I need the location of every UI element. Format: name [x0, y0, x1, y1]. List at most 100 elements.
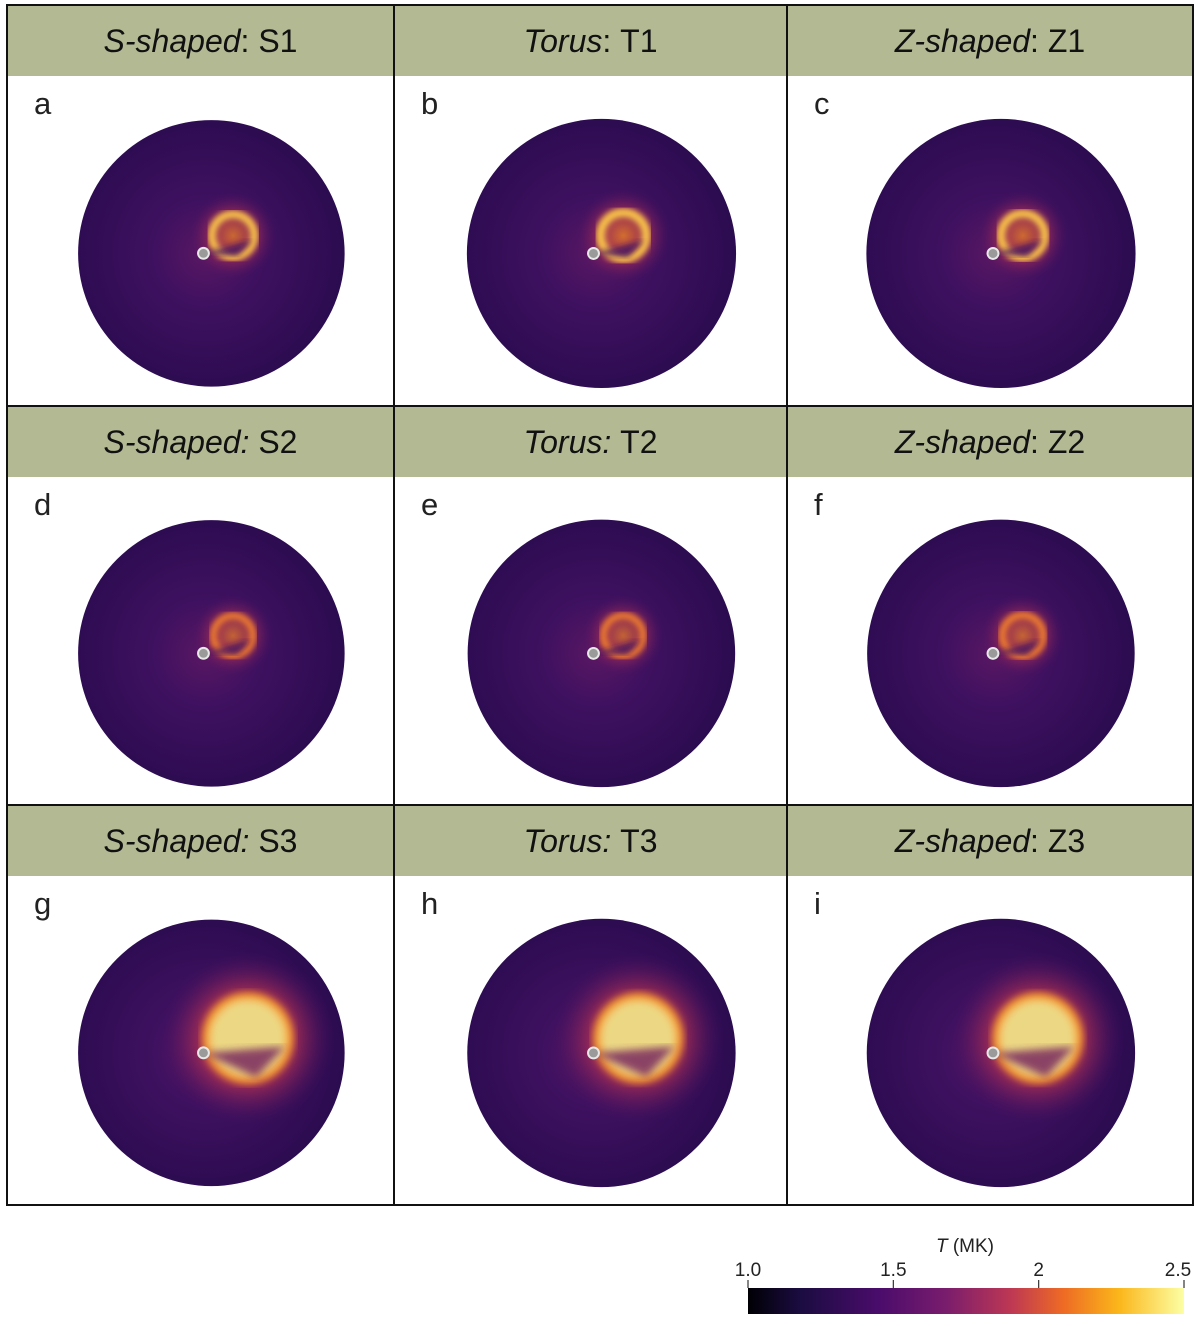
colorbar-tick-label: 2.5	[1165, 1260, 1191, 1281]
colorbar: T (MK) 1.0 1.5 2 2.5	[735, 1236, 1191, 1314]
cavity-wedge	[992, 239, 1043, 257]
panel-separator: :	[240, 22, 259, 59]
panel-h: Torus: T3 h	[395, 806, 788, 1204]
panel-letter: i	[814, 886, 821, 921]
star-icon	[587, 1046, 600, 1060]
colorbar-tick-label: 1.5	[880, 1260, 906, 1281]
panel-c: Z-shaped: Z1 c	[788, 6, 1192, 407]
panel-separator	[249, 424, 258, 461]
colorbar-tick-label: 2	[1033, 1260, 1044, 1281]
panel-b: Torus: T1 b	[395, 6, 788, 407]
panel-separator	[249, 823, 258, 860]
star-icon	[587, 646, 600, 660]
panel-letter: g	[34, 886, 52, 921]
colorbar-title: T (MK)	[936, 1236, 994, 1257]
panel-letter: d	[34, 487, 52, 522]
panel-shape-label: Torus:	[523, 423, 612, 460]
panel-separator	[611, 424, 620, 461]
star-icon	[197, 246, 210, 260]
figure-grid: S-shaped: S1 a Torus: T1 b Z-shaped: Z1 c S-sh…	[6, 4, 1194, 1206]
star-icon	[986, 246, 1000, 260]
panel-header: Z-shaped: Z3	[788, 806, 1192, 876]
panel-separator: :	[602, 22, 621, 59]
panel-g: S-shaped: S3 g	[8, 806, 395, 1204]
panel-separator: :	[1030, 22, 1048, 59]
cavity-wedge	[203, 239, 253, 256]
temperature-map	[78, 120, 345, 387]
flux-rope-ring	[595, 208, 651, 263]
panel-id-label: T1	[620, 22, 658, 59]
panel-letter: b	[421, 86, 439, 121]
panel-header: S-shaped: S2	[8, 407, 393, 477]
panel-header: S-shaped: S1	[8, 6, 393, 76]
panel-header: S-shaped: S3	[8, 806, 393, 876]
panel-header: Torus: T2	[395, 407, 786, 477]
heating-glow	[575, 187, 672, 284]
temperature-map	[867, 519, 1135, 788]
star-icon	[197, 1046, 210, 1060]
heating-glow	[581, 593, 665, 678]
star-icon	[197, 646, 210, 660]
panel-letter: e	[421, 487, 439, 522]
colorbar-tick-label: 1.0	[735, 1260, 761, 1281]
panel-shape-label: S-shaped	[103, 22, 241, 59]
panel-separator: :	[1030, 423, 1048, 460]
panel-id-label: T2	[620, 423, 658, 460]
panel-a: S-shaped: S1 a	[8, 6, 395, 407]
flux-rope-ring	[996, 209, 1050, 262]
cavity-wedge	[593, 639, 642, 655]
panel-shape-label: Z-shaped	[894, 423, 1031, 460]
temperature-map	[467, 519, 736, 788]
panel-letter: f	[814, 487, 823, 522]
heating-glow	[188, 190, 278, 281]
panel-e: Torus: T2 e	[395, 407, 788, 806]
cavity-wedge	[203, 1046, 286, 1078]
panel-id-label: Z2	[1047, 423, 1086, 460]
flux-rope-ring	[207, 210, 259, 261]
panel-letter: h	[421, 886, 439, 921]
star-icon	[587, 246, 600, 260]
panel-id-label: T3	[620, 822, 658, 859]
heating-glow	[191, 594, 275, 678]
panel-i: Z-shaped: Z3 i	[788, 806, 1192, 1204]
panel-letter: a	[34, 86, 52, 121]
flux-rope-ring	[599, 612, 647, 659]
panel-separator: :	[1030, 822, 1048, 859]
star-icon	[986, 646, 1000, 660]
temperature-map	[466, 118, 737, 389]
panel-id-label: Z1	[1047, 22, 1086, 59]
panel-letter: c	[814, 86, 830, 121]
panel-shape-label: S-shaped:	[103, 822, 250, 859]
temperature-map	[467, 918, 736, 1188]
colorbar-gradient	[748, 1288, 1184, 1314]
panel-header: Z-shaped: Z2	[788, 407, 1192, 477]
cavity-wedge	[593, 1046, 675, 1077]
panel-id-label: S1	[258, 22, 298, 59]
cavity-wedge	[203, 639, 251, 655]
temperature-map	[78, 919, 345, 1187]
panel-id-label: S2	[258, 423, 298, 460]
panel-header: Torus: T1	[395, 6, 786, 76]
cavity-wedge	[992, 1046, 1075, 1078]
temperature-map	[866, 918, 1136, 1188]
panel-separator	[611, 823, 620, 860]
flux-rope-ring	[998, 611, 1047, 660]
panel-id-label: S3	[258, 822, 298, 859]
panel-shape-label: S-shaped:	[103, 423, 250, 460]
panel-shape-label: Z-shaped	[894, 822, 1031, 859]
panel-d: S-shaped: S2 d	[8, 407, 395, 806]
cavity-wedge	[593, 240, 645, 258]
panel-f: Z-shaped: Z2 f	[788, 407, 1192, 806]
panel-header: Torus: T3	[395, 806, 786, 876]
heating-glow	[976, 189, 1069, 282]
panel-id-label: Z3	[1047, 822, 1086, 859]
star-icon	[986, 1046, 1000, 1060]
temperature-map	[78, 520, 345, 787]
panel-header: Z-shaped: Z1	[788, 6, 1192, 76]
panel-shape-label: Z-shaped	[894, 22, 1031, 59]
panel-shape-label: Torus:	[523, 822, 612, 859]
heating-glow	[980, 592, 1066, 679]
cavity-wedge	[992, 639, 1041, 655]
panel-shape-label: Torus	[523, 22, 603, 59]
temperature-map	[866, 118, 1136, 389]
